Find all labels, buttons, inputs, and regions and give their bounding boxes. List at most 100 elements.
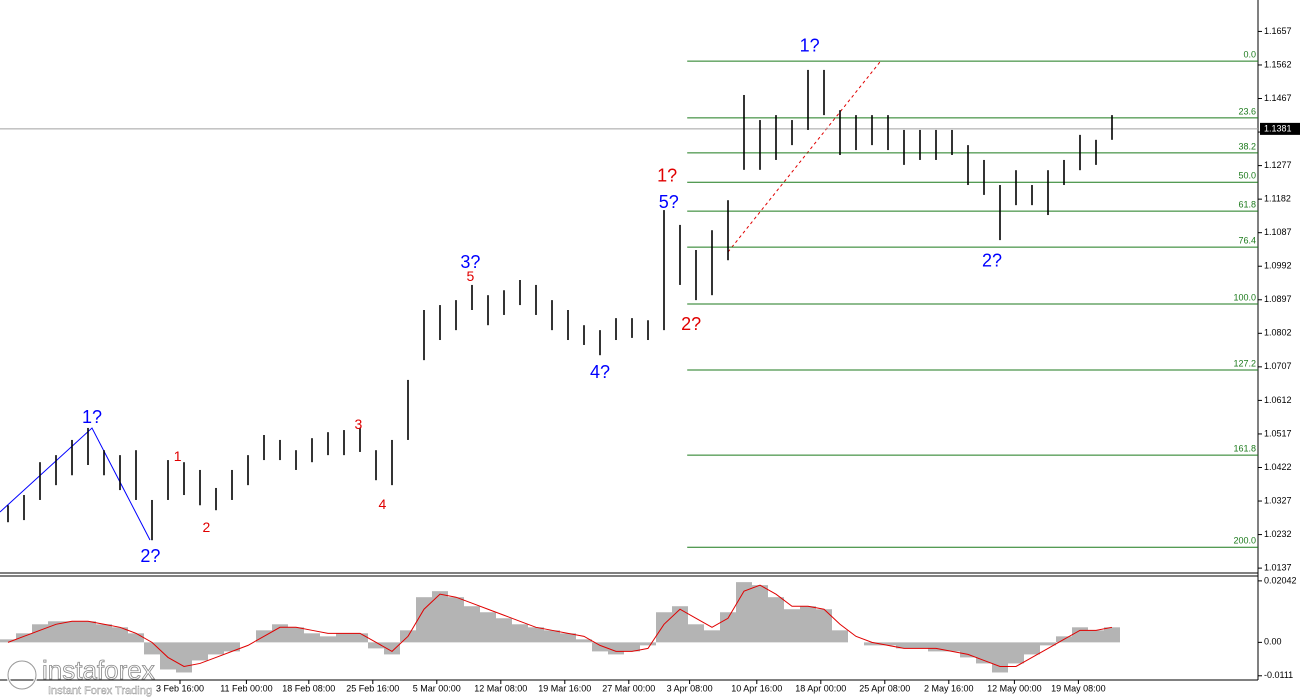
y-tick-label: 1.0232 <box>1264 529 1292 539</box>
macd-bar <box>608 642 624 655</box>
macd-bar <box>1040 642 1056 646</box>
y-tick-label: 1.0802 <box>1264 328 1292 338</box>
macd-bar <box>112 627 128 643</box>
x-tick-label: 11 Feb 00:00 <box>220 683 272 693</box>
macd-bar <box>592 642 608 652</box>
macd-bar <box>880 642 896 646</box>
macd-bar <box>96 624 112 643</box>
wave-label: 3? <box>460 252 480 272</box>
macd-bar <box>656 612 672 643</box>
macd-bar <box>800 606 816 643</box>
macd-bar <box>368 642 384 649</box>
macd-bar <box>992 642 1008 673</box>
x-tick-label: 18 Apr 00:00 <box>795 683 846 693</box>
macd-bar <box>336 633 352 643</box>
macd-bar <box>288 627 304 643</box>
macd-bar <box>528 627 544 643</box>
macd-bar <box>432 591 448 643</box>
wave-label: 4 <box>379 496 387 512</box>
x-tick-label: 3 Feb 16:00 <box>156 683 204 693</box>
indicator-y-tick-label: 0.00 <box>1264 637 1282 647</box>
macd-bar <box>720 612 736 643</box>
macd-bar <box>976 642 992 664</box>
fib-label: 100.0 <box>1233 292 1256 302</box>
macd-bar <box>1072 627 1088 643</box>
macd-bar <box>928 642 944 652</box>
y-tick-label: 1.0707 <box>1264 361 1292 371</box>
macd-bar <box>192 642 208 661</box>
macd-bar <box>496 618 512 643</box>
macd-bar <box>384 642 400 655</box>
fib-label: 76.4 <box>1238 236 1256 246</box>
macd-bar <box>864 642 880 646</box>
wave-label: 2? <box>982 251 1002 271</box>
fib-label: 127.2 <box>1233 358 1256 368</box>
macd-bar <box>128 633 144 643</box>
macd-bar <box>704 630 720 643</box>
wave-label: 5? <box>659 192 679 212</box>
wave-label: 1? <box>82 407 102 427</box>
y-tick-label: 1.0612 <box>1264 395 1292 405</box>
macd-bar <box>752 585 768 643</box>
signal-line <box>7 584 1113 667</box>
wave-label: 5 <box>467 268 475 284</box>
macd-bar <box>960 642 976 658</box>
macd-bar <box>16 633 32 643</box>
macd-bar <box>272 624 288 643</box>
x-tick-label: 19 May 08:00 <box>1051 683 1106 693</box>
x-tick-label: 25 Feb 16:00 <box>346 683 399 693</box>
macd-bar <box>832 630 848 643</box>
y-tick-label: 1.1087 <box>1264 227 1292 237</box>
x-tick-label: 12 May 00:00 <box>987 683 1042 693</box>
watermark: instaforex Instant Forex Trading <box>6 654 155 697</box>
wave-label: 2 <box>203 519 211 535</box>
y-tick-label: 1.1562 <box>1264 59 1292 69</box>
macd-bar <box>912 642 928 649</box>
x-tick-label: 19 Mar 16:00 <box>538 683 591 693</box>
watermark-brand: instaforex <box>42 655 155 685</box>
macd-bar <box>1024 642 1040 655</box>
x-tick-label: 10 Apr 16:00 <box>731 683 782 693</box>
macd-bar <box>224 642 240 652</box>
fib-label: 161.8 <box>1233 444 1256 454</box>
trend-line <box>727 61 881 253</box>
macd-bar <box>896 642 912 649</box>
y-tick-label: 1.0137 <box>1264 562 1292 572</box>
macd-bar <box>688 624 704 643</box>
x-tick-label: 25 Apr 08:00 <box>859 683 910 693</box>
current-price-label: 1.1381 <box>1264 123 1292 133</box>
macd-bar <box>512 624 528 643</box>
wave-label: 2? <box>681 314 701 334</box>
wave-label: 3 <box>355 416 363 432</box>
macd-bar <box>624 642 640 652</box>
y-tick-label: 1.0327 <box>1264 495 1292 505</box>
fib-label: 61.8 <box>1238 200 1256 210</box>
macd-bar <box>320 636 336 643</box>
macd-bar <box>480 612 496 643</box>
macd-bar <box>48 621 64 643</box>
fib-label: 0.0 <box>1243 49 1256 59</box>
macd-bar <box>560 633 576 643</box>
macd-bar <box>352 633 368 643</box>
wave-line <box>0 427 151 541</box>
macd-bar <box>464 606 480 643</box>
wave-label: 1? <box>657 166 677 186</box>
x-tick-label: 2 May 16:00 <box>924 683 974 693</box>
y-tick-label: 1.1467 <box>1264 93 1292 103</box>
fib-label: 23.6 <box>1238 106 1256 116</box>
fib-label: 38.2 <box>1238 141 1256 151</box>
current-price-box <box>1260 122 1300 135</box>
macd-bar <box>768 597 784 643</box>
macd-bar <box>0 639 16 643</box>
marks: 1.0137 1.0232 1.0327 1.0422 1.0517 1.0612 1.07… <box>0 26 1300 693</box>
wave-label: 1? <box>800 36 820 56</box>
macd-bar <box>208 642 224 655</box>
y-tick-label: 1.0992 <box>1264 261 1292 271</box>
macd-bar <box>784 609 800 643</box>
fib-label: 200.0 <box>1233 536 1256 546</box>
x-tick-label: 5 Mar 00:00 <box>413 683 461 693</box>
macd-bar <box>80 621 96 643</box>
indicator-y-tick-label: 0.02042 <box>1264 575 1297 585</box>
x-tick-label: 12 Mar 08:00 <box>474 683 527 693</box>
